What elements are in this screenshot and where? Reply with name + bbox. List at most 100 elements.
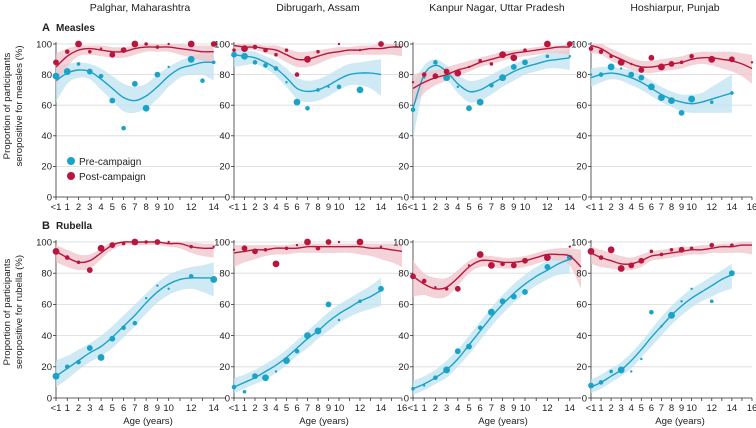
post-data-point: [64, 49, 70, 54]
pre-data-point: [109, 335, 116, 342]
x-tick-label: 4: [273, 202, 278, 213]
post-data-point: [689, 53, 694, 59]
post-data-point: [488, 262, 495, 269]
post-data-point: [659, 252, 664, 257]
post-data-point: [358, 48, 362, 52]
x-tick-label: 14: [565, 202, 576, 213]
x-tick-label: 5: [639, 202, 644, 213]
x-axis-title-1: Age (years): [123, 416, 173, 427]
post-data-point: [678, 246, 685, 253]
post-data-point: [689, 246, 694, 251]
post-data-point: [669, 248, 674, 252]
x-tick-label: 2: [608, 403, 613, 414]
pre-data-point: [325, 301, 332, 308]
post-data-point: [304, 238, 311, 246]
post-data-point: [658, 63, 665, 71]
pre-data-point: [609, 369, 613, 374]
y-tick-label: 0: [404, 192, 409, 203]
x-tick-label: 8: [500, 202, 505, 213]
x-tick-label: 9: [326, 403, 331, 414]
post-data-point: [679, 60, 684, 65]
pre-data-point: [52, 72, 60, 80]
post-fit-line: [412, 253, 582, 290]
y-tick-label: 0: [225, 192, 230, 203]
pre-data-point: [131, 80, 138, 87]
x-tick-label: 5: [284, 202, 289, 213]
x-tick-label: 12: [355, 403, 366, 414]
legend-marker-pre: [67, 157, 75, 165]
post-data-point: [730, 243, 734, 247]
post-data-point: [210, 41, 217, 47]
post-data-point: [97, 244, 105, 252]
pre-data-point: [709, 100, 714, 104]
pre-data-point: [544, 264, 551, 270]
pre-data-point: [314, 327, 322, 335]
post-data-point: [131, 40, 139, 48]
pre-data-point: [411, 386, 415, 391]
pre-data-point: [97, 354, 105, 361]
y-tick-label: 80: [41, 269, 52, 280]
post-data-point: [187, 40, 195, 48]
post-data-point: [315, 245, 321, 251]
pre-data-point: [477, 325, 483, 331]
x-tick-label: 16: [747, 202, 756, 213]
post-data-point: [337, 240, 341, 244]
x-tick-label: 5: [639, 403, 644, 414]
post-data-point: [617, 265, 625, 272]
pre-data-point: [488, 308, 495, 316]
y-axis-title-measles: Proportion of participants seropositive …: [2, 45, 25, 166]
x-tick-label: 10: [520, 403, 531, 414]
x-axis-title-3: Age (years): [478, 416, 528, 427]
post-data-point: [294, 72, 300, 77]
post-data-point: [131, 238, 139, 246]
post-data-point: [510, 262, 517, 269]
x-tick-label: 9: [679, 403, 684, 414]
pre-data-point: [522, 289, 528, 295]
x-tick-label: 12: [186, 202, 197, 213]
x-tick-label: 6: [294, 403, 299, 414]
pre-data-point: [466, 343, 472, 350]
x-tick-label: 7: [132, 202, 137, 213]
y-axis-title-measles-line1: Proportion of participants: [2, 52, 13, 159]
pre-data-point: [619, 67, 623, 70]
y-tick-label: 80: [219, 70, 230, 81]
pre-data-point: [252, 373, 258, 380]
post-data-point: [144, 42, 148, 46]
y-tick-label: 100: [571, 39, 587, 50]
pre-data-point: [109, 97, 116, 104]
x-tick-label: 3: [87, 202, 92, 213]
x-tick-label: 2: [433, 202, 438, 213]
pre-data-point: [63, 68, 71, 75]
x-tick-label: 4: [455, 202, 460, 213]
y-tick-label: 40: [219, 331, 230, 342]
pre-data-point: [668, 97, 675, 105]
x-tick-label: 9: [511, 202, 516, 213]
x-tick-label: 8: [143, 202, 148, 213]
pre-data-point: [283, 357, 290, 364]
pre-data-point: [545, 54, 550, 59]
pre-data-point: [433, 60, 438, 65]
x-tick-label: 7: [489, 403, 494, 414]
pre-data-point: [454, 348, 461, 355]
post-data-point: [588, 46, 594, 51]
pre-data-point: [52, 372, 60, 380]
post-data-point: [500, 261, 505, 267]
x-tick-label: 7: [659, 403, 664, 414]
y-tick-label: 60: [41, 101, 52, 112]
pre-data-point: [210, 276, 218, 283]
x-tick-label: 1: [65, 403, 70, 414]
pre-data-point: [231, 51, 237, 58]
y-tick-label: 0: [47, 393, 52, 404]
x-tick-label: 1: [422, 403, 427, 414]
pre-data-point: [466, 105, 472, 112]
y-tick-label: 40: [576, 331, 587, 342]
pre-data-point: [98, 73, 104, 79]
post-data-point: [668, 60, 675, 67]
post-data-point: [274, 52, 278, 57]
post-data-point: [566, 41, 573, 47]
post-data-point: [379, 245, 383, 248]
post-data-point: [252, 44, 258, 50]
